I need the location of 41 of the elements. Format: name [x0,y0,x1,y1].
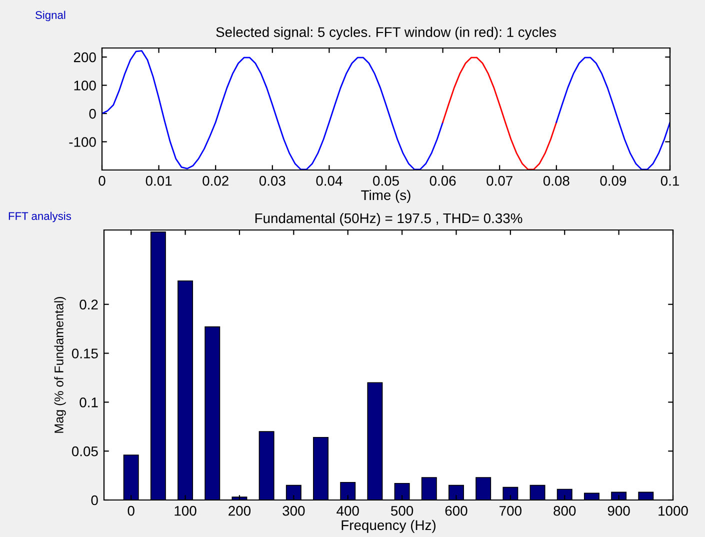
x-tick-label: 0.02 [202,176,228,186]
y-axis-title: Mag (% of Fundamental) [54,296,66,433]
x-tick-label: 800 [554,506,576,516]
y-tick-label: 0.1 [80,398,98,408]
x-tick-label: 0.05 [373,176,399,186]
x-tick-label: 400 [336,506,359,516]
x-tick-label: 0 [98,176,106,186]
text: FFT analysis [8,212,71,222]
y-tick-label: 100 [74,80,96,90]
x-tick-label: 100 [174,506,196,516]
x-tick-label: 0.08 [543,176,570,186]
line-series [442,56,558,170]
x-tick-label: 0.04 [316,176,342,186]
chart-title: Selected signal: 5 cycles. FFT window (in red): 1 cycles [216,26,556,40]
y-tick-label: 0 [91,495,98,506]
x-tick-label: 300 [282,506,305,516]
text: Signal [36,10,66,22]
y-tick-label: -100 [69,137,96,147]
y-tick-label: 0.05 [72,446,98,456]
x-tick-label: 0.1 [660,176,679,186]
x-tick-label: 0.06 [430,176,456,186]
line-series [556,56,670,170]
y-tick-label: 200 [74,52,96,62]
x-tick-label: 900 [608,506,630,516]
x-tick-label: 0.01 [146,176,172,186]
x-tick-label: 600 [445,506,468,516]
y-tick-label: 0.15 [72,348,98,358]
x-axis-title: Frequency (Hz) [342,520,436,533]
x-axis-title: Time (s) [361,190,410,203]
x-tick-label: 0 [128,506,134,516]
chart-title: Fundamental (50Hz) = 197.5 , THD= 0.33% [255,212,522,226]
x-tick-label: 0.09 [600,176,626,186]
y-tick-label: 0.2 [80,300,98,310]
x-tick-label: 1000 [658,506,688,516]
x-tick-label: 700 [500,506,522,516]
y-tick-label: 0 [89,108,96,119]
x-tick-label: 0.07 [486,176,512,186]
x-tick-label: 500 [391,506,414,516]
line-series [102,50,444,170]
x-tick-label: 200 [228,506,251,516]
x-tick-label: 0.03 [259,176,286,186]
